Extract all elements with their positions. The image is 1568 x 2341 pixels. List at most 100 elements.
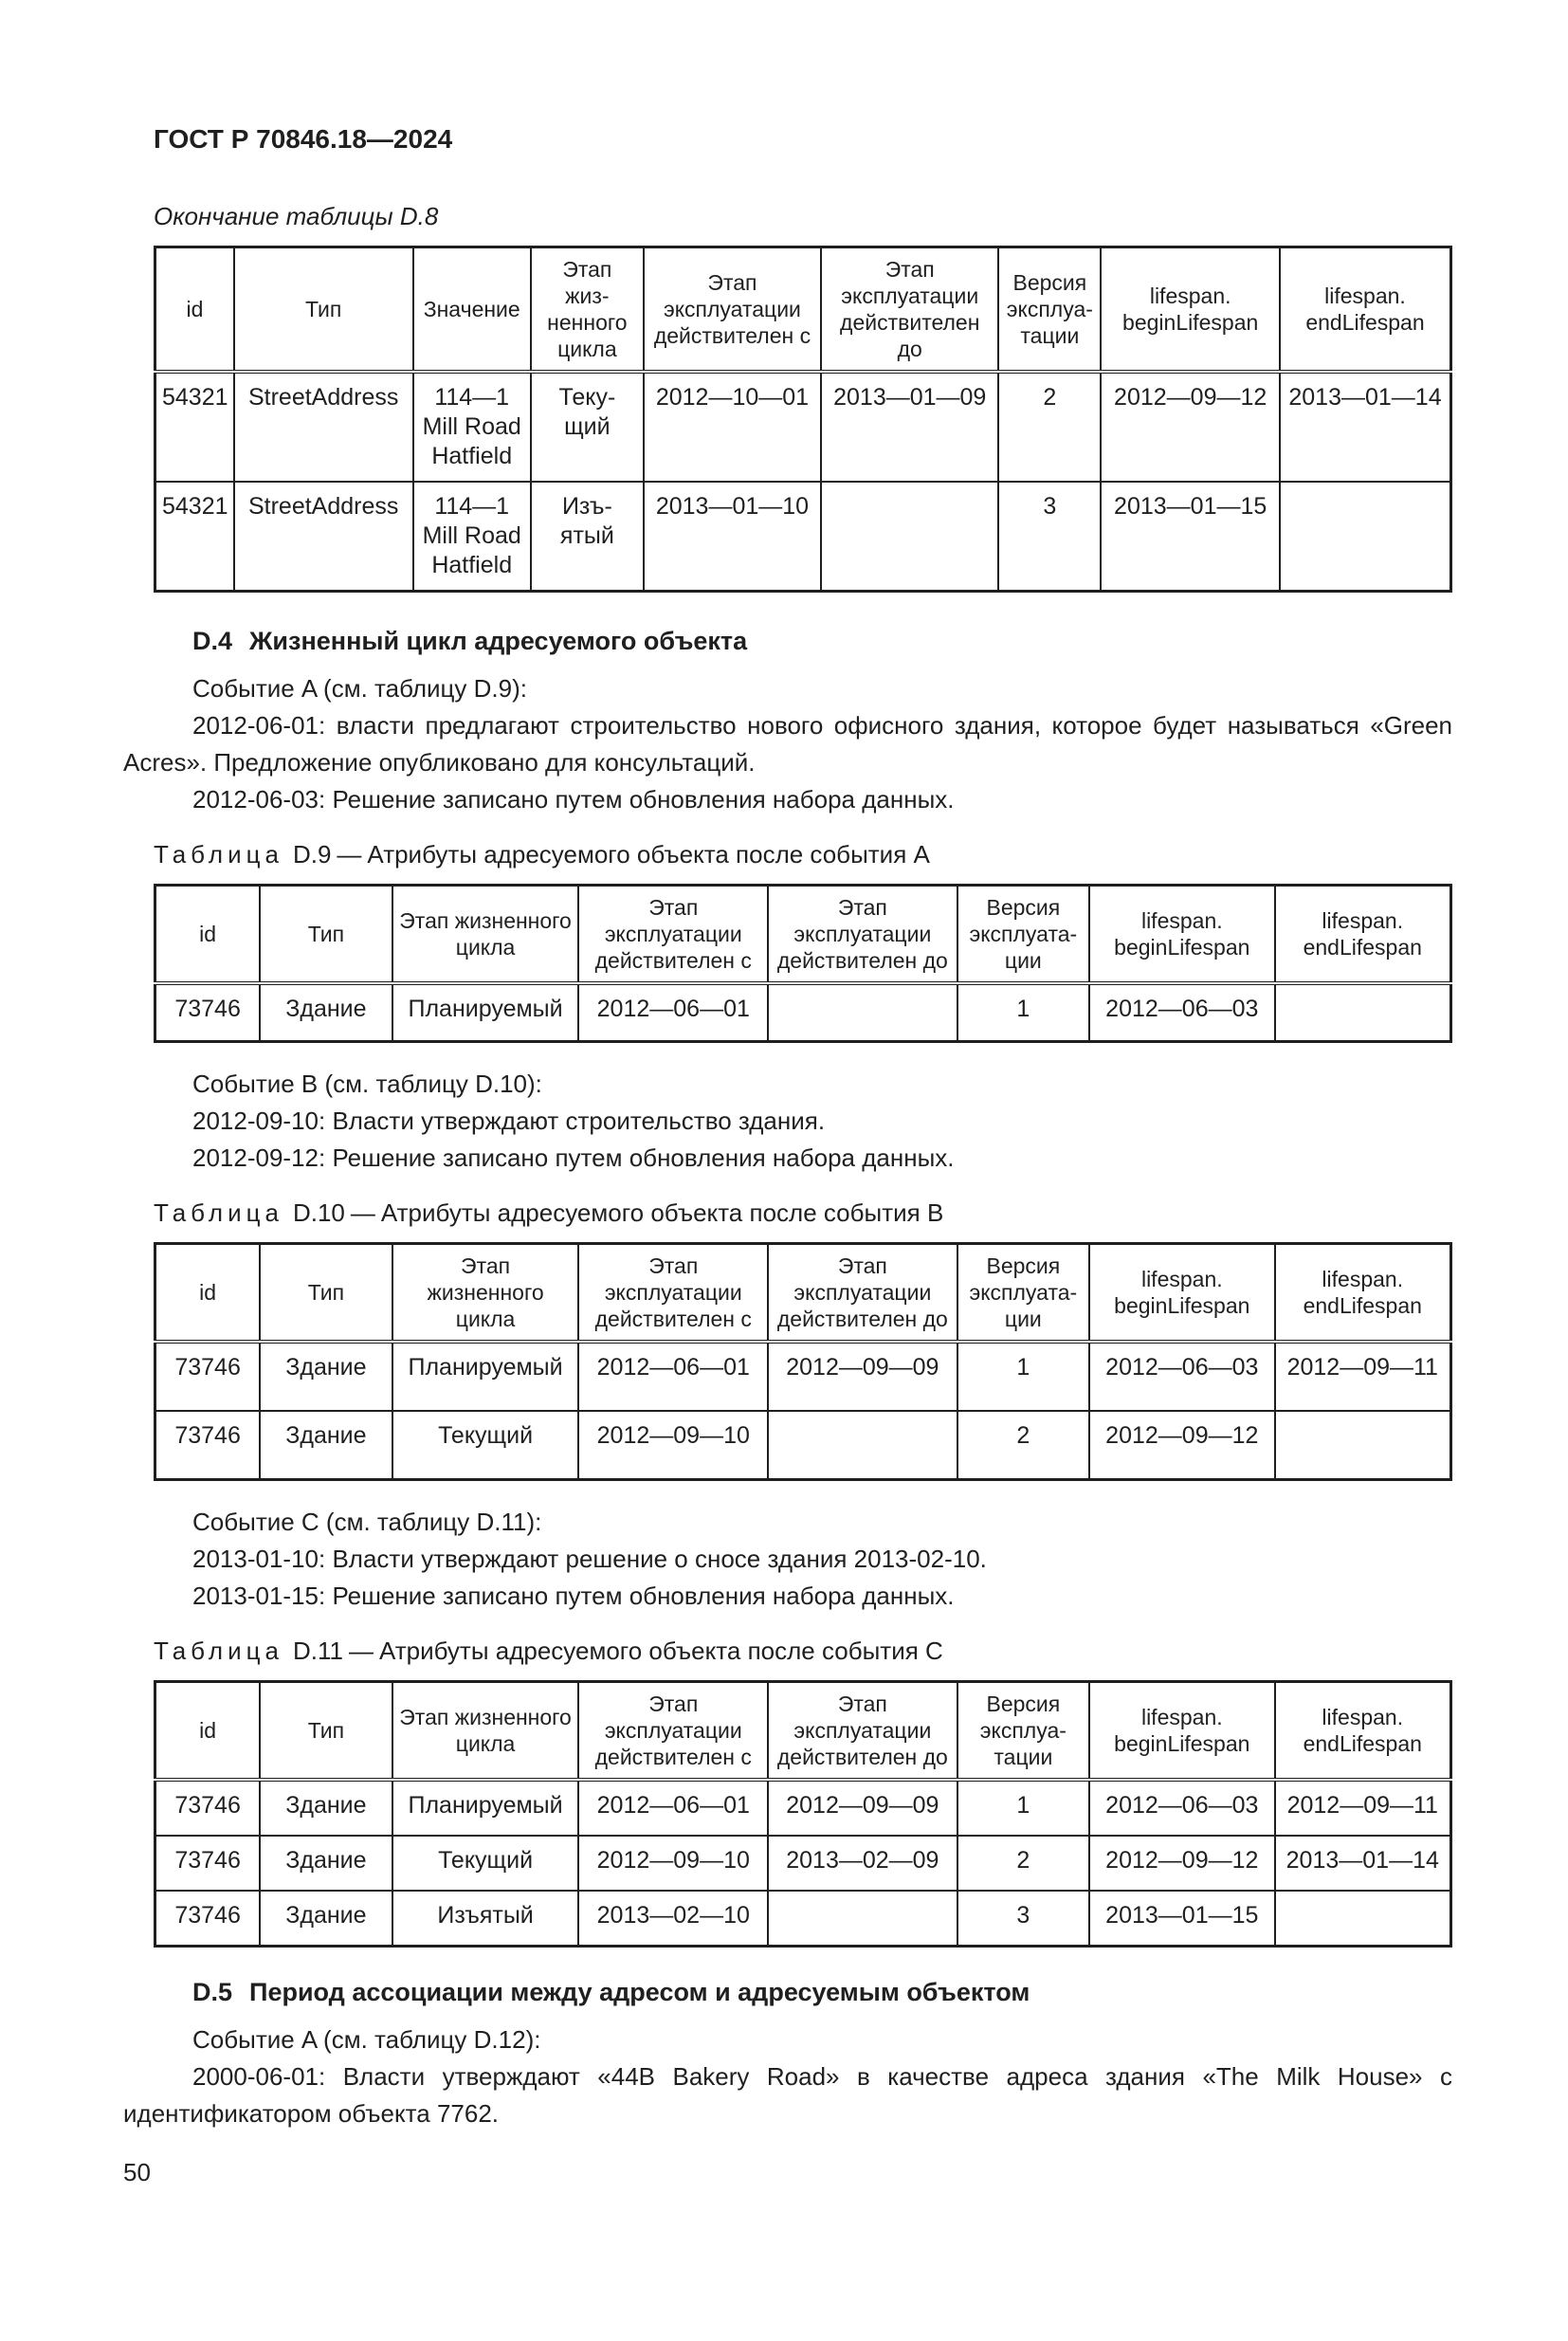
table-cell: 1: [956, 1341, 1091, 1412]
column-header: Версия эксплуата- ции: [956, 884, 1091, 985]
table-cell: 73746: [154, 1779, 262, 1837]
column-header: id: [154, 1680, 262, 1782]
table-cell: [767, 1410, 958, 1481]
column-header: Этап жизненного цикла: [391, 1242, 580, 1344]
table-cell: 2013—01—14: [1273, 1835, 1452, 1892]
column-header: lifespan. beginLifespan: [1088, 884, 1276, 985]
table-cell: 54321: [154, 371, 235, 483]
column-header: Тип: [259, 1680, 393, 1782]
table-cell: StreetAddress: [232, 481, 414, 593]
column-header: lifespan. beginLifespan: [1100, 246, 1281, 374]
table-cell: Здание: [259, 1341, 393, 1412]
table-caption-d11: Таблица D.11— Атрибуты адресуемого объекта…: [154, 1636, 1452, 1667]
table-cell: 2012—06—01: [577, 1779, 770, 1837]
table-caption-title: Атрибуты адресуемого объекта после событ…: [380, 1198, 944, 1227]
section-number: D.4: [192, 627, 233, 655]
paragraph: Событие C (см. таблицу D.11):: [192, 1508, 542, 1536]
table-cell: 73746: [154, 1890, 262, 1948]
table-cell: Здание: [259, 1410, 393, 1481]
table-caption-label: Таблица: [154, 840, 283, 869]
table-cell: 2013—01—09: [820, 371, 1000, 483]
paragraph: 2013-01-15: Решение записано путем обнов…: [192, 1582, 955, 1610]
column-header: Значение: [411, 246, 532, 374]
paragraph: 2012-06-03: Решение записано путем обнов…: [192, 785, 955, 814]
table-cell: 2012—09—11: [1273, 1779, 1452, 1837]
column-header: Этап жиз- ненного цикла: [529, 246, 645, 374]
doc-code-header: ГОСТ Р 70846.18—2024: [154, 124, 453, 154]
table-cell: 2: [956, 1835, 1091, 1892]
table-caption-label: Таблица: [154, 1198, 283, 1227]
table-cell: 2012—09—10: [577, 1410, 770, 1481]
column-header: lifespan. beginLifespan: [1088, 1680, 1276, 1782]
column-header: Этап жизненного цикла: [391, 1680, 580, 1782]
column-header: lifespan. endLifespan: [1273, 1680, 1452, 1782]
column-header: Тип: [232, 246, 414, 374]
table-cell: 2012—09—12: [1088, 1835, 1276, 1892]
table-cell: Здание: [259, 982, 393, 1043]
table-caption-d10: Таблица D.10— Атрибуты адресуемого объекта…: [154, 1198, 1452, 1229]
column-header: id: [154, 246, 235, 374]
table-caption-title: Атрибуты адресуемого объекта после событ…: [367, 840, 930, 869]
table-caption-dash: —: [350, 1198, 375, 1227]
column-header: lifespan. endLifespan: [1273, 1242, 1452, 1344]
section-heading-d5: D.5 Период ассоциации между адресом и адр…: [192, 1976, 1452, 2008]
table-cell: 2: [956, 1410, 1091, 1481]
table-header-row: id Тип Этап жизненного цикла Этап эксплуата…: [154, 1242, 1452, 1344]
table-row: 73746 Здание Изъятый 2013—02—10 3 2013—01—15: [154, 1890, 1452, 1948]
table-cell: 73746: [154, 1341, 262, 1412]
table-cell: 3: [956, 1890, 1091, 1948]
table-caption-d9: Таблица D.9— Атрибуты адресуемого объекта …: [154, 839, 1452, 870]
table-cell: 1: [956, 1779, 1091, 1837]
table-cell: Планируемый: [391, 982, 580, 1043]
table-cell: [1273, 982, 1452, 1043]
column-header: Тип: [259, 1242, 393, 1344]
table-cell: Здание: [259, 1779, 393, 1837]
column-header: Этап эксплуатации действителен до: [767, 1680, 958, 1782]
table-cell: 2012—09—09: [767, 1779, 958, 1837]
table-cell: [1273, 1410, 1452, 1481]
column-header: Тип: [259, 884, 393, 985]
table-cell: 2012—09—10: [577, 1835, 770, 1892]
column-header: Этап эксплуатации действителен до: [767, 884, 958, 985]
table-d9: id Тип Этап жизненного цикла Этап эксплуата…: [154, 884, 1452, 1043]
table-cell: 2: [997, 371, 1103, 483]
table-cell: 3: [997, 481, 1103, 593]
table-cell: 2012—06—01: [577, 982, 770, 1043]
table-cell: 2012—06—03: [1088, 1779, 1276, 1837]
event-c-text-block: Событие C (см. таблицу D.11): 2013-01-10…: [123, 1504, 1452, 1615]
paragraph: Событие A (см. таблицу D.12):: [192, 2025, 541, 2054]
column-header: Этап эксплуатации действителен до: [820, 246, 1000, 374]
column-header: Версия эксплуа- тации: [956, 1680, 1091, 1782]
table-cell: 73746: [154, 1410, 262, 1481]
table-caption-label: Таблица: [154, 1637, 283, 1665]
table-header-row: id Тип Значение Этап жиз- ненного цикла Этап…: [154, 246, 1452, 374]
section-title: Период ассоциации между адресом и адресу…: [249, 1978, 1030, 2006]
table-cell: 73746: [154, 982, 262, 1043]
table-cell: 1: [956, 982, 1091, 1043]
table-cell: 2012—06—03: [1088, 982, 1276, 1043]
table-cell: [767, 982, 958, 1043]
table-d11: id Тип Этап жизненного цикла Этап эксплуата…: [154, 1680, 1452, 1948]
column-header: Версия эксплуата- ции: [956, 1242, 1091, 1344]
table-cell: 2012—09—12: [1088, 1410, 1276, 1481]
table-caption-dash: —: [348, 1637, 374, 1665]
table-row: 73746 Здание Планируемый 2012—06—01 2012—09—…: [154, 1341, 1452, 1412]
table-cell: Текущий: [391, 1835, 580, 1892]
column-header: Версия эксплуа- тации: [997, 246, 1103, 374]
table-row: 73746 Здание Планируемый 2012—06—01 2012—09—…: [154, 1779, 1452, 1837]
table-cell: 114—1 Mill Road Hatfield: [411, 371, 532, 483]
table-cell: 2013—02—09: [767, 1835, 958, 1892]
table-cell: [820, 481, 1000, 593]
table-cell: Текущий: [391, 1410, 580, 1481]
table-caption-number: D.9: [292, 840, 332, 869]
document-page: { "doc_header": "ГОСТ Р 70846.18—2024", …: [0, 123, 1568, 2341]
table-cell: 2012—09—11: [1273, 1341, 1452, 1412]
paragraph: 2012-09-10: Власти утверждают строительс…: [192, 1106, 826, 1135]
column-header: lifespan. endLifespan: [1278, 246, 1452, 374]
paragraph: 2000-06-01: Власти утверждают «44B Baker…: [123, 2062, 1452, 2128]
table-caption-title: Атрибуты адресуемого объекта после событ…: [378, 1637, 943, 1665]
table-cell: 2012—09—09: [767, 1341, 958, 1412]
table-cell: Здание: [259, 1835, 393, 1892]
table-cell: 2013—01—14: [1278, 371, 1452, 483]
table-caption-number: D.11: [292, 1637, 343, 1665]
